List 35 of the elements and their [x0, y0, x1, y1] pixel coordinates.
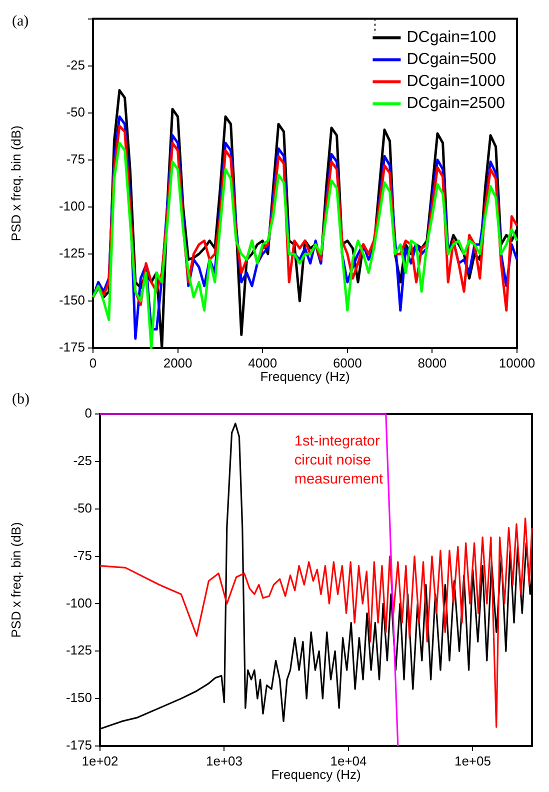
chart-title: (a)	[12, 13, 29, 30]
y-tick-label: -175	[58, 340, 85, 355]
y-axis-title: PSD x freq. bin (dB)	[8, 522, 24, 638]
x-tick-label: 1e+05	[454, 753, 491, 768]
y-tick-label: -125	[58, 246, 85, 261]
x-axis-title: Frequency (Hz)	[271, 766, 361, 782]
x-axis-title: Frequency (Hz)	[260, 368, 350, 384]
x-tick-label: 1e+02	[82, 753, 118, 768]
legend-label: DCgain=500	[406, 51, 496, 68]
y-tick-label: -25	[73, 453, 92, 468]
y-tick-label: -150	[66, 690, 92, 706]
y-tick-label: -25	[66, 57, 85, 72]
y-tick-label: 0	[84, 406, 92, 421]
legend-label: DCgain=100	[406, 29, 496, 46]
y-tick-label: -175	[66, 738, 92, 753]
y-tick-label: -150	[58, 292, 85, 308]
y-axis-title: PSD x freq. bin (dB)	[8, 126, 24, 242]
y-tick-label: -75	[66, 151, 85, 166]
y-tick-label: -75	[73, 548, 92, 563]
x-tick-label: 2000	[163, 355, 192, 370]
y-tick-label: -100	[58, 198, 85, 214]
y-tick-label: -125	[66, 642, 92, 658]
x-tick-label: 10000	[498, 355, 536, 370]
chart-title: (b)	[12, 391, 30, 408]
legend-label: DCgain=2500	[406, 95, 506, 112]
x-tick-label: 8000	[418, 355, 447, 370]
x-tick-label: 1e+04	[330, 753, 367, 768]
legend-label: DCgain=1000	[406, 73, 506, 90]
text: 1st-integrator circuit noise measurement	[294, 433, 384, 488]
x-tick-label: 1e+03	[206, 753, 242, 768]
y-tick-label: -50	[66, 104, 85, 120]
x-tick-label: 4000	[248, 355, 278, 370]
x-tick-label: 6000	[332, 355, 362, 370]
y-tick-label: -50	[73, 500, 92, 516]
y-tick-label: -100	[66, 595, 92, 610]
